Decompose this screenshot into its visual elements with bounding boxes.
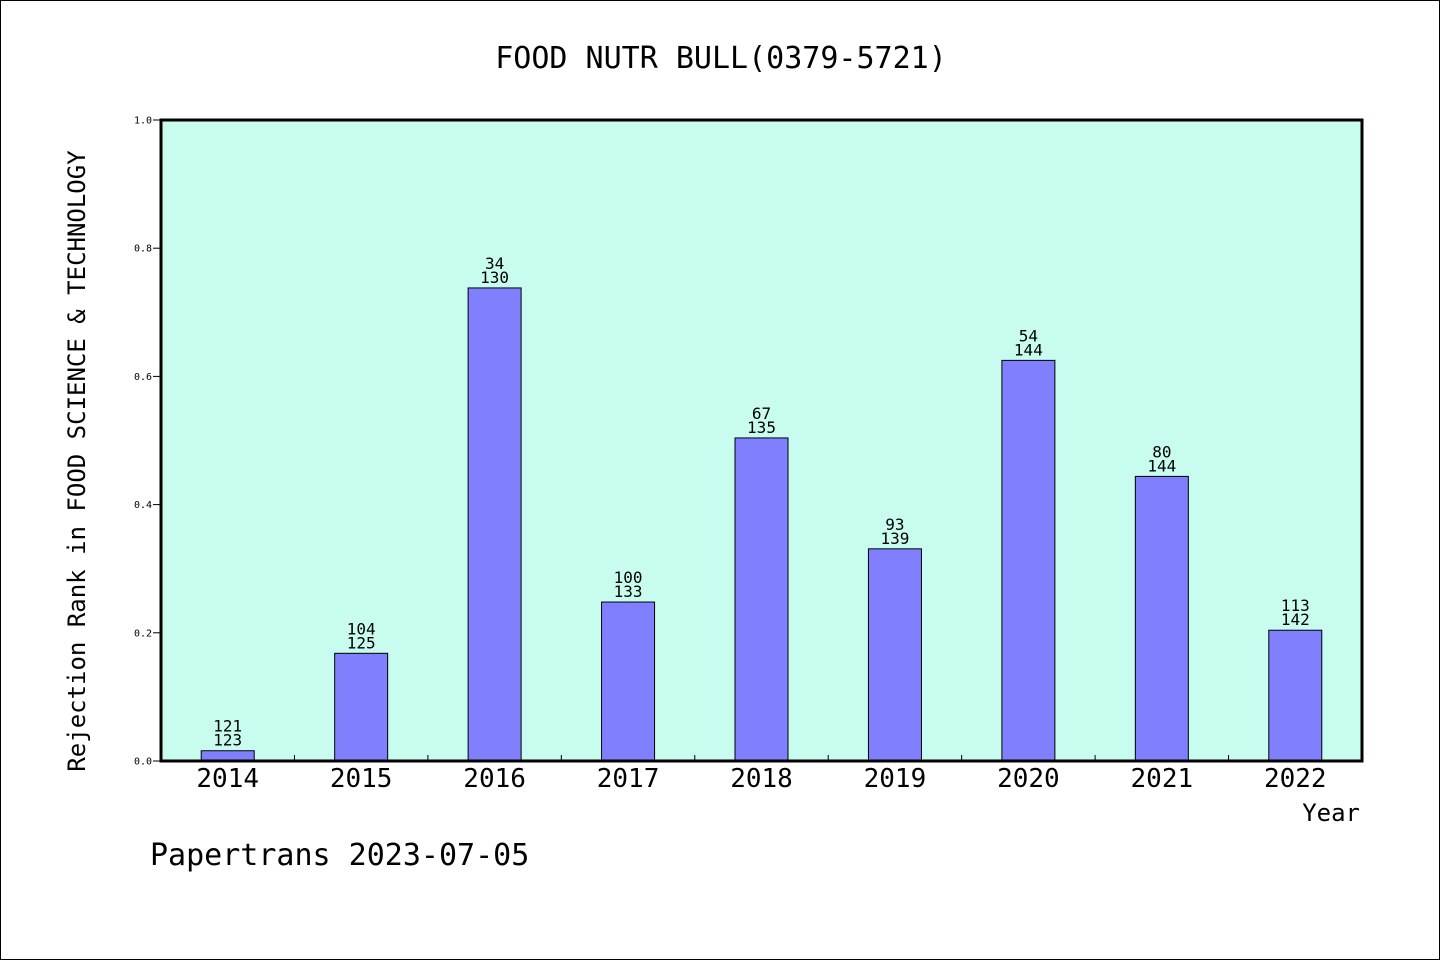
- bar-label-top: 80: [1152, 442, 1171, 461]
- bar-label-bottom: 123: [213, 731, 242, 750]
- bar-2016: [467, 287, 522, 762]
- y-tick-label: 0.6: [134, 372, 152, 383]
- bar-2017: [601, 601, 656, 762]
- bar-2014: [200, 750, 255, 762]
- bar-label-top: 34: [485, 254, 504, 273]
- bar-label-top: 113: [1281, 596, 1310, 615]
- chart-title: FOOD NUTR BULL(0379-5721): [495, 41, 947, 76]
- bar-label-bottom: 130: [480, 268, 509, 287]
- bar-label-top: 93: [885, 515, 904, 534]
- x-tick-label: 2019: [864, 764, 927, 794]
- y-tick-label: 0.8: [134, 244, 152, 255]
- plot-border: [159, 118, 1364, 763]
- x-tick-label: 2017: [597, 764, 660, 794]
- bar-label-top: 100: [614, 568, 643, 587]
- bar-label-bottom: 139: [880, 529, 909, 548]
- bar-label-bottom: 133: [614, 582, 643, 601]
- bar-label-top: 104: [347, 619, 376, 638]
- bar-label-bottom: 142: [1281, 610, 1310, 629]
- bars: [200, 287, 1323, 762]
- y-tick-label: 1.0: [134, 116, 152, 127]
- x-tick-label: 2014: [196, 764, 259, 794]
- bar-label-bottom: 125: [347, 633, 376, 652]
- bar-2015: [334, 652, 389, 762]
- x-tick-label: 2016: [463, 764, 526, 794]
- y-tick-label: 0.0: [134, 757, 152, 768]
- x-axis-label: Year: [1302, 799, 1360, 827]
- y-tick-label: 0.4: [134, 500, 152, 511]
- x-tick-label: 2018: [730, 764, 793, 794]
- bar-2018: [734, 437, 789, 762]
- bar-labels: 1211231041253413010013367135931395414480…: [213, 254, 1309, 750]
- x-tick-label: 2021: [1131, 764, 1194, 794]
- y-axis-label: Rejection Rank in FOOD SCIENCE & TECHNOL…: [63, 150, 91, 772]
- bar-2022: [1268, 629, 1323, 762]
- x-tick-label: 2022: [1264, 764, 1327, 794]
- y-axis: 0.0 0.2 0.4 0.6 0.8 1.0: [134, 116, 161, 768]
- bar-label-bottom: 144: [1014, 340, 1043, 359]
- bar-2020: [1001, 359, 1056, 762]
- x-tick-label: 2020: [997, 764, 1060, 794]
- footer-text: Papertrans 2023-07-05: [150, 838, 529, 873]
- bar-label-top: 54: [1019, 326, 1038, 345]
- bar-label-bottom: 135: [747, 418, 776, 437]
- bar-2019: [867, 548, 922, 762]
- bar-label-top: 121: [213, 717, 242, 736]
- bar-2021: [1134, 475, 1189, 762]
- bar-label-top: 67: [752, 404, 771, 423]
- x-tick-label: 2015: [330, 764, 393, 794]
- x-axis: 2014 2015 2016 2017 2018 2019 2020 2021 2022: [196, 755, 1327, 794]
- bar-label-bottom: 144: [1147, 456, 1176, 475]
- y-tick-label: 0.2: [134, 628, 152, 639]
